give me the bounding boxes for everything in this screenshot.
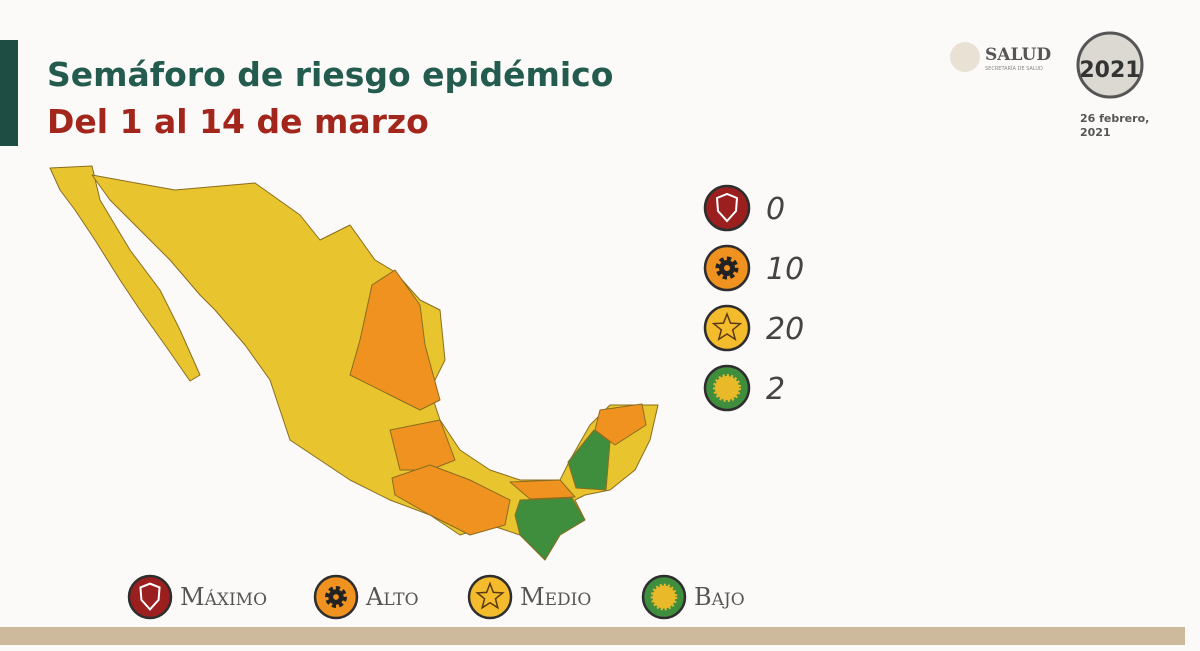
legend-label: Máximo [180, 583, 267, 611]
icon-sun [650, 583, 678, 611]
icon-gear [715, 256, 739, 280]
icon-ring [127, 574, 173, 620]
salud-emblem [950, 42, 980, 72]
bottom-strip [0, 627, 1185, 645]
level-icon [313, 574, 359, 620]
subtitle: Del 1 al 14 de marzo [47, 102, 429, 141]
legend-label: Medio [520, 583, 591, 611]
icon-shield [139, 582, 161, 611]
map-region [391, 464, 511, 536]
map-region [514, 497, 586, 561]
date-line: 2021 [1080, 126, 1111, 139]
level-icon [467, 574, 513, 620]
salud-logo: SALUD [985, 45, 1051, 65]
level-count: 0 [766, 192, 785, 227]
map-region [389, 419, 456, 471]
icon-gear-hole [333, 594, 339, 600]
icon-sun [713, 374, 741, 402]
icon-shield [715, 192, 739, 223]
icon-ring [467, 574, 513, 620]
icon-star [475, 581, 505, 610]
level-icon [703, 244, 751, 292]
map-region [49, 165, 201, 382]
legend-label: Bajo [694, 583, 745, 611]
level-icon [703, 304, 751, 352]
legend-label: Alto [365, 583, 419, 611]
title: Semáforo de riesgo epidémico [47, 55, 613, 94]
icon-ring [703, 184, 751, 232]
level-count: 10 [766, 252, 804, 287]
level-icon [703, 364, 751, 412]
accent-bar [0, 40, 18, 146]
map [49, 165, 659, 561]
salud-subtitle: SECRETARÍA DE SALUD [985, 65, 1043, 72]
map-region [594, 403, 647, 446]
map-region [349, 269, 441, 411]
icon-gear [325, 586, 347, 608]
icon-ring [703, 304, 751, 352]
level-icon [703, 184, 751, 232]
year-logo [1076, 31, 1144, 99]
date-line: 26 febrero, [1080, 112, 1149, 125]
icon-gear-hole [724, 265, 730, 271]
level-count: 2 [766, 372, 785, 407]
map-region [509, 479, 576, 500]
map-region [567, 429, 611, 491]
year-logo-text: 2021 [1079, 58, 1140, 83]
level-count: 20 [766, 312, 804, 347]
level-icon [127, 574, 173, 620]
level-icon [641, 574, 687, 620]
icon-star [711, 311, 743, 342]
